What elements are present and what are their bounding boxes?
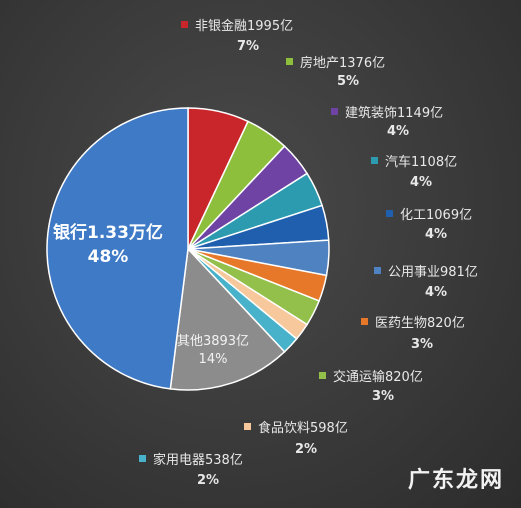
slice-label-name: 化工1069亿 (400, 208, 472, 223)
slice-label-percent: 4% (410, 175, 432, 190)
legend-marker (371, 157, 378, 164)
slice-label-percent: 7% (237, 39, 259, 54)
legend-marker (139, 455, 146, 462)
legend-marker (386, 210, 393, 217)
slice-label-name: 食品饮料598亿 (258, 420, 348, 436)
legend-marker (319, 372, 326, 379)
slice-label-percent: 3% (411, 337, 433, 352)
slice-label-percent: 4% (425, 285, 447, 300)
slice-label-name: 非银金融1995亿 (195, 18, 293, 34)
slice-label-name: 交通运输820亿 (333, 369, 423, 385)
slice-label-name: 房地产1376亿 (300, 55, 385, 71)
legend-marker (361, 318, 368, 325)
slice-label-percent: 14% (199, 352, 228, 367)
slice-label-percent: 2% (197, 473, 219, 488)
legend-marker (181, 21, 188, 28)
pie-slice (46, 107, 189, 390)
slice-label-percent: 2% (295, 442, 317, 457)
slice-label-name: 公用事业981亿 (388, 265, 478, 280)
slice-label-percent: 48% (88, 247, 129, 267)
legend-marker (286, 58, 293, 65)
slice-label-name: 建筑装饰1149亿 (345, 105, 443, 121)
pie-slice (169, 247, 286, 391)
slice-label-name: 其他3893亿 (177, 334, 249, 349)
slice-label-name: 汽车1108亿 (385, 154, 457, 170)
slice-label-name: 医药生物820亿 (375, 316, 465, 331)
slice-label-name: 家用电器538亿 (153, 452, 243, 468)
watermark-logo: 广东龙网 (408, 468, 505, 493)
slice-label-percent: 3% (372, 389, 394, 404)
legend-marker (331, 108, 338, 115)
slice-label-percent: 4% (387, 124, 409, 139)
slice-label-name: 银行1.33万亿 (53, 222, 163, 243)
legend-marker (374, 267, 381, 274)
legend-marker (244, 423, 251, 430)
slice-label-percent: 4% (425, 227, 447, 242)
slice-label-percent: 5% (337, 74, 359, 89)
